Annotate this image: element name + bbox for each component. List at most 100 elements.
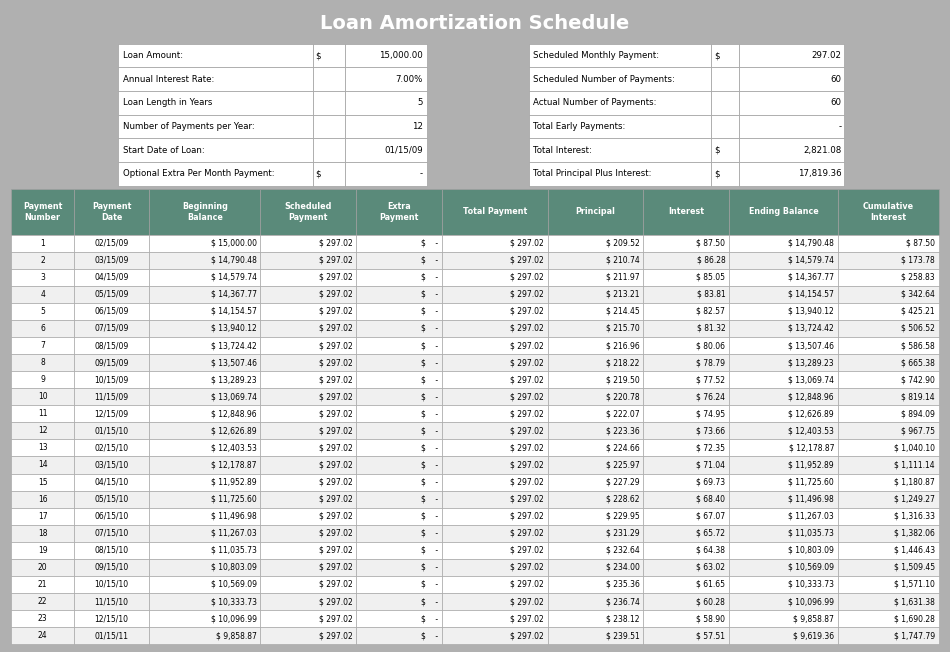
Text: $: $: [315, 170, 321, 179]
FancyBboxPatch shape: [547, 593, 643, 610]
FancyBboxPatch shape: [729, 422, 838, 439]
FancyBboxPatch shape: [313, 162, 345, 186]
FancyBboxPatch shape: [11, 371, 74, 388]
Text: $    -: $ -: [421, 495, 438, 503]
Text: $ 15,000.00: $ 15,000.00: [211, 239, 256, 248]
Text: $ 234.00: $ 234.00: [606, 563, 639, 572]
Text: Beginning
Balance: Beginning Balance: [182, 202, 228, 222]
Text: $ 13,507.46: $ 13,507.46: [788, 341, 834, 350]
FancyBboxPatch shape: [838, 269, 939, 286]
Text: 17,819.36: 17,819.36: [798, 170, 842, 179]
FancyBboxPatch shape: [442, 303, 547, 320]
Text: $ 12,403.53: $ 12,403.53: [211, 443, 256, 452]
FancyBboxPatch shape: [547, 508, 643, 525]
FancyBboxPatch shape: [11, 388, 74, 406]
Text: $ 297.02: $ 297.02: [318, 614, 352, 623]
FancyBboxPatch shape: [838, 286, 939, 303]
FancyBboxPatch shape: [260, 286, 356, 303]
Text: $ 13,289.23: $ 13,289.23: [211, 375, 256, 384]
Text: 19: 19: [38, 546, 48, 555]
Text: 13: 13: [38, 443, 48, 452]
Text: 02/15/09: 02/15/09: [95, 239, 129, 248]
FancyBboxPatch shape: [260, 542, 356, 559]
FancyBboxPatch shape: [74, 559, 149, 576]
FancyBboxPatch shape: [11, 542, 74, 559]
FancyBboxPatch shape: [643, 235, 729, 252]
FancyBboxPatch shape: [838, 610, 939, 627]
FancyBboxPatch shape: [260, 559, 356, 576]
Text: 11: 11: [38, 409, 48, 419]
Text: $ 297.02: $ 297.02: [510, 546, 543, 555]
FancyBboxPatch shape: [838, 235, 939, 252]
FancyBboxPatch shape: [356, 320, 442, 337]
Text: $ 10,569.09: $ 10,569.09: [788, 563, 834, 572]
Text: $    -: $ -: [421, 375, 438, 384]
FancyBboxPatch shape: [356, 627, 442, 644]
FancyBboxPatch shape: [149, 490, 260, 508]
FancyBboxPatch shape: [442, 320, 547, 337]
FancyBboxPatch shape: [529, 162, 712, 186]
FancyBboxPatch shape: [643, 456, 729, 473]
Text: $    -: $ -: [421, 256, 438, 265]
FancyBboxPatch shape: [11, 576, 74, 593]
Text: $ 10,333.73: $ 10,333.73: [788, 580, 834, 589]
Text: 11/15/09: 11/15/09: [95, 393, 129, 401]
Text: $ 297.02: $ 297.02: [510, 443, 543, 452]
Text: $ 71.04: $ 71.04: [696, 460, 725, 469]
FancyBboxPatch shape: [260, 525, 356, 542]
Text: $ 297.02: $ 297.02: [318, 375, 352, 384]
FancyBboxPatch shape: [838, 189, 939, 235]
Text: $ 297.02: $ 297.02: [318, 393, 352, 401]
Text: $: $: [315, 51, 321, 60]
FancyBboxPatch shape: [729, 610, 838, 627]
FancyBboxPatch shape: [11, 269, 74, 286]
Text: $ 222.07: $ 222.07: [606, 409, 639, 419]
FancyBboxPatch shape: [149, 627, 260, 644]
Text: $ 11,496.98: $ 11,496.98: [788, 495, 834, 503]
FancyBboxPatch shape: [547, 456, 643, 473]
Text: $ 297.02: $ 297.02: [318, 290, 352, 299]
Text: $ 342.64: $ 342.64: [901, 290, 935, 299]
Text: 12: 12: [412, 122, 423, 131]
FancyBboxPatch shape: [442, 610, 547, 627]
Text: $ 216.96: $ 216.96: [606, 341, 639, 350]
Text: $ 173.78: $ 173.78: [902, 256, 935, 265]
Text: $ 235.36: $ 235.36: [606, 580, 639, 589]
FancyBboxPatch shape: [643, 627, 729, 644]
FancyBboxPatch shape: [547, 337, 643, 354]
FancyBboxPatch shape: [838, 371, 939, 388]
FancyBboxPatch shape: [547, 490, 643, 508]
Text: $ 297.02: $ 297.02: [510, 239, 543, 248]
Text: 09/15/10: 09/15/10: [95, 563, 129, 572]
Text: $ 297.02: $ 297.02: [318, 546, 352, 555]
Text: $ 1,111.14: $ 1,111.14: [894, 460, 935, 469]
Text: $ 11,952.89: $ 11,952.89: [788, 460, 834, 469]
Text: 10: 10: [38, 393, 48, 401]
Text: $ 1,040.10: $ 1,040.10: [894, 443, 935, 452]
FancyBboxPatch shape: [260, 439, 356, 456]
FancyBboxPatch shape: [442, 576, 547, 593]
FancyBboxPatch shape: [442, 252, 547, 269]
Text: $ 297.02: $ 297.02: [510, 477, 543, 486]
FancyBboxPatch shape: [442, 406, 547, 422]
Text: $    -: $ -: [421, 426, 438, 436]
Text: $ 63.02: $ 63.02: [696, 563, 725, 572]
Text: $ 232.64: $ 232.64: [606, 546, 639, 555]
Text: 08/15/10: 08/15/10: [95, 546, 129, 555]
FancyBboxPatch shape: [643, 252, 729, 269]
FancyBboxPatch shape: [838, 542, 939, 559]
FancyBboxPatch shape: [547, 422, 643, 439]
FancyBboxPatch shape: [442, 508, 547, 525]
Text: $ 14,367.77: $ 14,367.77: [788, 273, 834, 282]
Text: $ 218.22: $ 218.22: [606, 358, 639, 367]
Text: $ 1,316.33: $ 1,316.33: [894, 512, 935, 521]
Text: Scheduled
Payment: Scheduled Payment: [284, 202, 332, 222]
FancyBboxPatch shape: [739, 91, 844, 115]
Text: $ 83.81: $ 83.81: [696, 290, 725, 299]
Text: $ 11,725.60: $ 11,725.60: [211, 495, 256, 503]
Text: $ 297.02: $ 297.02: [318, 256, 352, 265]
FancyBboxPatch shape: [442, 235, 547, 252]
FancyBboxPatch shape: [442, 286, 547, 303]
Text: $ 297.02: $ 297.02: [318, 426, 352, 436]
Text: $ 297.02: $ 297.02: [318, 477, 352, 486]
